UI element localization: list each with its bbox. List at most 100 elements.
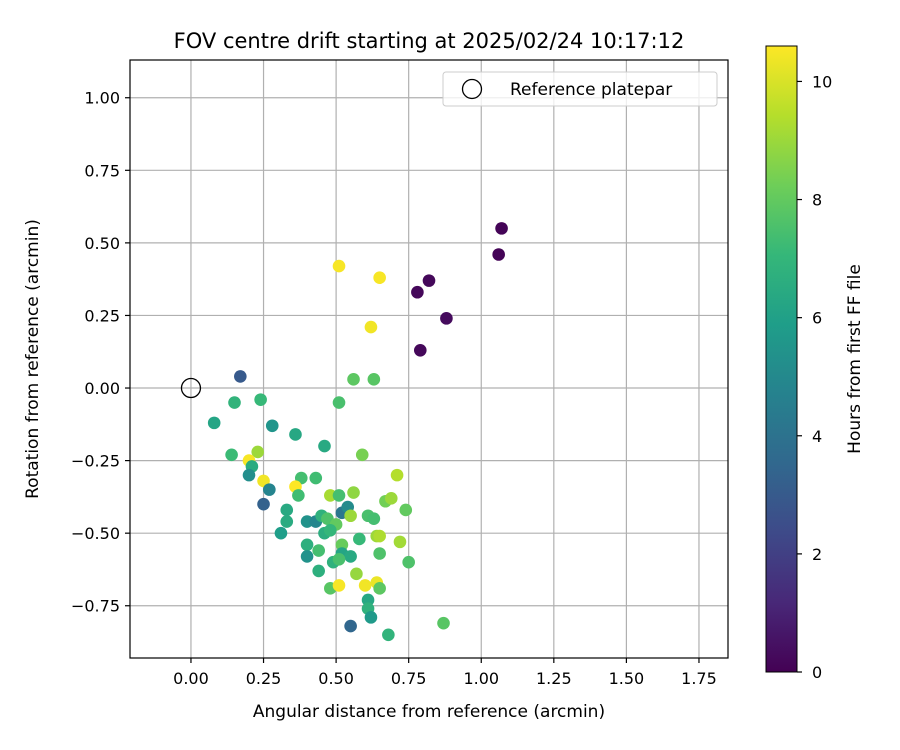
colorbar-gradient bbox=[766, 46, 797, 672]
colorbar-tick-label: 10 bbox=[812, 72, 832, 91]
scatter-point bbox=[263, 483, 276, 496]
scatter-point bbox=[492, 248, 505, 261]
colorbar: 0 2 4 6 8 10 Hours from first FF file bbox=[765, 45, 865, 682]
scatter-point bbox=[324, 489, 337, 502]
scatter-point bbox=[373, 529, 386, 543]
scatter-point bbox=[332, 396, 346, 409]
scatter-point bbox=[274, 526, 288, 540]
scatter-point bbox=[335, 538, 349, 552]
scatter-point bbox=[292, 489, 305, 502]
scatter-point bbox=[437, 616, 450, 630]
scatter-point bbox=[344, 619, 357, 633]
scatter-point bbox=[312, 564, 325, 578]
scatter-point bbox=[265, 419, 279, 433]
x-tick-label: 1.00 bbox=[463, 669, 499, 688]
scatter-point bbox=[324, 523, 337, 537]
data-points bbox=[207, 222, 508, 642]
y-tick-label: −0.75 bbox=[71, 597, 120, 616]
x-tick-label: 0.50 bbox=[318, 669, 354, 688]
x-tick-label: 1.75 bbox=[681, 669, 717, 688]
scatter-point bbox=[332, 579, 346, 592]
scatter-point bbox=[280, 515, 294, 528]
y-axis-label: Rotation from reference (arcmin) bbox=[23, 219, 43, 499]
scatter-point bbox=[251, 445, 265, 459]
y-tick-label: −0.25 bbox=[71, 452, 120, 471]
scatter-point bbox=[422, 274, 436, 287]
scatter-point bbox=[225, 448, 238, 462]
scatter-point bbox=[207, 416, 221, 430]
x-tick-label: 0.25 bbox=[246, 669, 282, 688]
scatter-point bbox=[367, 373, 381, 386]
scatter-point bbox=[347, 486, 360, 499]
scatter-point bbox=[332, 259, 346, 273]
scatter-point bbox=[399, 503, 413, 517]
scatter-point bbox=[289, 428, 302, 441]
colorbar-label: Hours from first FF file bbox=[845, 264, 865, 454]
colorbar-tick-label: 2 bbox=[812, 545, 822, 564]
scatter-point bbox=[254, 393, 267, 406]
scatter-point bbox=[318, 439, 331, 453]
scatter-point bbox=[364, 611, 378, 624]
y-tick-label: −0.50 bbox=[71, 524, 120, 543]
grid-lines bbox=[130, 60, 728, 658]
legend-marker-icon bbox=[461, 78, 483, 100]
scatter-point bbox=[495, 222, 508, 235]
scatter-point bbox=[373, 582, 386, 595]
axis-ticks: 0.00 0.25 0.50 0.75 1.00 1.25 1.50 1.75 −0.75 −0.… bbox=[71, 89, 717, 688]
scatter-point bbox=[228, 396, 241, 409]
x-tick-label: 1.50 bbox=[609, 669, 645, 688]
scatter-point bbox=[280, 503, 294, 517]
colorbar-tick-label: 0 bbox=[812, 663, 822, 682]
y-tick-label: 0.25 bbox=[84, 306, 120, 325]
x-tick-label: 1.25 bbox=[536, 669, 572, 688]
chart-title: FOV centre drift starting at 2025/02/24 … bbox=[174, 29, 685, 53]
scatter-point bbox=[413, 343, 427, 357]
scatter-point bbox=[373, 547, 386, 560]
scatter-point bbox=[344, 550, 357, 563]
scatter-point bbox=[411, 285, 424, 299]
colorbar-tick-label: 6 bbox=[812, 309, 822, 328]
scatter-point bbox=[300, 550, 314, 563]
y-tick-label: 0.75 bbox=[84, 161, 120, 180]
scatter-point bbox=[367, 512, 381, 525]
x-tick-label: 0.00 bbox=[173, 669, 209, 688]
scatter-point bbox=[402, 555, 415, 569]
scatter-point bbox=[312, 544, 325, 557]
scatter-point bbox=[332, 489, 346, 502]
legend: Reference platepar bbox=[442, 71, 718, 107]
scatter-point bbox=[234, 370, 247, 383]
scatter-point bbox=[440, 312, 453, 325]
scatter-point bbox=[364, 320, 378, 334]
scatter-point bbox=[309, 471, 323, 485]
x-tick-label: 0.75 bbox=[391, 669, 427, 688]
plot-frame bbox=[129, 59, 729, 659]
scatter-point bbox=[332, 553, 346, 566]
colorbar-ticks: 0 2 4 6 8 10 bbox=[797, 72, 832, 682]
scatter-point bbox=[358, 579, 372, 592]
scatter-point bbox=[344, 509, 357, 523]
y-tick-label: 1.00 bbox=[84, 89, 120, 108]
scatter-point bbox=[384, 492, 398, 505]
scatter-point bbox=[242, 468, 256, 482]
scatter-point bbox=[300, 538, 314, 552]
colorbar-tick-label: 4 bbox=[812, 427, 822, 446]
x-axis-label: Angular distance from reference (arcmin) bbox=[253, 702, 605, 722]
scatter-point bbox=[373, 271, 386, 285]
scatter-point bbox=[353, 532, 366, 546]
scatter-point bbox=[300, 515, 314, 528]
scatter-point bbox=[350, 567, 363, 581]
scatter-point bbox=[355, 448, 369, 462]
colorbar-tick-label: 8 bbox=[812, 191, 822, 210]
colorbar-frame bbox=[765, 45, 798, 673]
scatter-point bbox=[361, 593, 375, 607]
scatter-point bbox=[257, 497, 270, 511]
legend-label: Reference platepar bbox=[510, 80, 672, 100]
reference-platepar-marker bbox=[180, 377, 202, 399]
legend-box bbox=[442, 71, 718, 107]
y-tick-label: 0.00 bbox=[84, 379, 120, 398]
y-tick-label: 0.50 bbox=[84, 234, 120, 253]
scatter-point bbox=[393, 535, 407, 549]
scatter-point bbox=[347, 373, 360, 386]
scatter-point bbox=[382, 628, 395, 642]
